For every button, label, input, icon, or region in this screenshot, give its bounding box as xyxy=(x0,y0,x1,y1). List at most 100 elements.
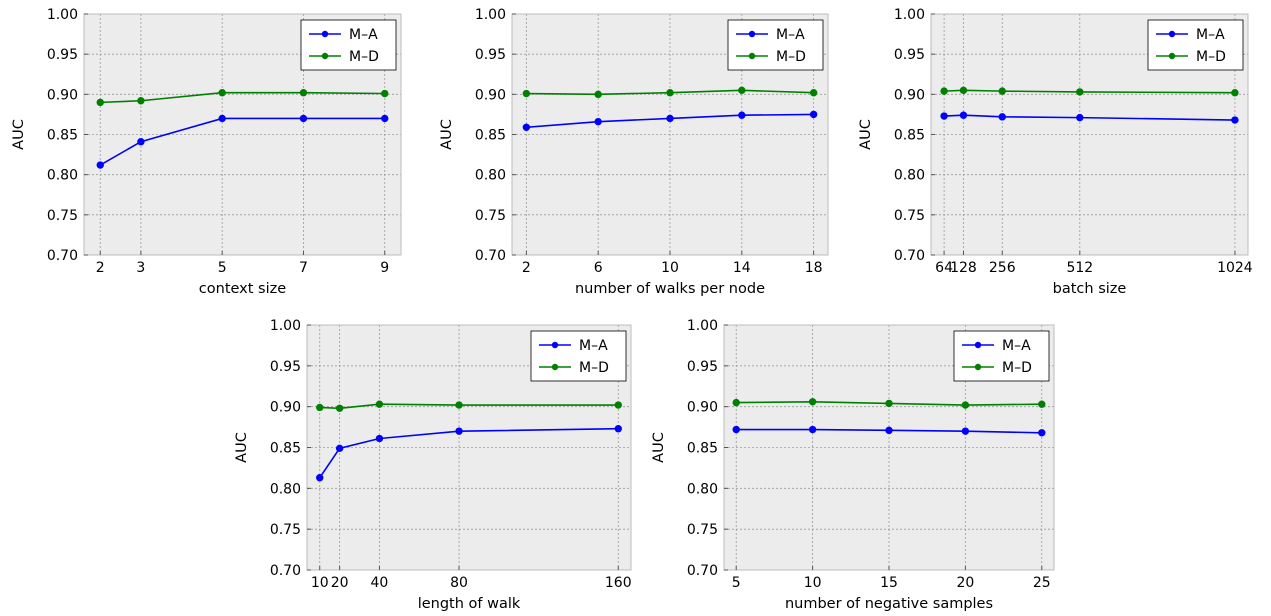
x-tick-label: 40 xyxy=(371,575,389,591)
y-tick-label: 0.75 xyxy=(475,208,506,224)
y-tick-label: 0.95 xyxy=(270,359,301,375)
data-point-m-d xyxy=(316,403,324,412)
legend-marker xyxy=(321,30,329,38)
y-tick-label: 0.85 xyxy=(270,441,301,457)
legend-label: M–D xyxy=(1002,360,1032,376)
data-point-m-a xyxy=(732,425,740,434)
data-point-m-a xyxy=(1038,429,1046,437)
x-tick-label: 2 xyxy=(522,260,531,276)
data-point-m-d xyxy=(885,399,893,408)
data-point-m-d xyxy=(1231,89,1239,97)
y-tick-label: 0.85 xyxy=(894,128,925,144)
y-tick-label: 0.70 xyxy=(475,248,506,264)
data-point-m-a xyxy=(809,110,818,119)
data-point-m-d xyxy=(96,98,104,107)
data-point-m-d xyxy=(614,401,622,409)
legend-marker xyxy=(974,341,982,349)
x-tick-label: 2 xyxy=(96,260,105,276)
legend-label: M–D xyxy=(579,360,609,376)
legend-label: M–A xyxy=(579,338,608,354)
data-point-m-a xyxy=(381,114,389,123)
data-point-m-d xyxy=(959,86,968,95)
x-tick-label: 256 xyxy=(989,260,1016,276)
data-point-m-a xyxy=(959,111,968,119)
x-tick-label: 15 xyxy=(880,575,898,591)
x-axis-label: batch size xyxy=(1053,281,1127,297)
x-tick-label: 64 xyxy=(935,260,953,276)
y-tick-label: 0.80 xyxy=(270,481,301,497)
legend-marker xyxy=(974,363,982,371)
data-point-m-a xyxy=(218,114,226,123)
x-tick-label: 20 xyxy=(331,575,349,591)
data-point-m-a xyxy=(316,474,324,482)
data-point-m-a xyxy=(808,425,817,434)
y-axis-label: AUC xyxy=(858,119,874,150)
data-point-m-a xyxy=(614,425,622,433)
y-tick-label: 0.70 xyxy=(687,563,718,579)
data-point-m-d xyxy=(522,89,531,98)
x-axis-label: length of walk xyxy=(418,596,521,612)
y-tick-label: 1.00 xyxy=(270,318,301,334)
x-tick-label: 25 xyxy=(1033,575,1051,591)
data-point-m-a xyxy=(335,444,344,453)
x-tick-label: 10 xyxy=(804,575,822,591)
data-point-m-d xyxy=(137,97,145,105)
chart-panel-5: 0.70 0.75 0.80 0.85 0.90 0.95 1.00 5 10 15 20 25 num… xyxy=(651,318,1055,612)
data-point-m-a xyxy=(1231,116,1239,124)
data-point-m-d xyxy=(808,398,817,406)
y-tick-label: 0.90 xyxy=(270,400,301,416)
y-tick-label: 0.90 xyxy=(475,87,506,103)
y-tick-label: 0.95 xyxy=(475,47,506,63)
y-tick-label: 0.95 xyxy=(47,47,78,63)
x-tick-label: 20 xyxy=(956,575,974,591)
legend-box xyxy=(953,330,1050,382)
data-point-m-a xyxy=(96,161,104,169)
data-point-m-a xyxy=(998,113,1006,121)
data-point-m-d xyxy=(998,87,1006,95)
y-tick-label: 1.00 xyxy=(475,7,506,23)
x-tick-label: 14 xyxy=(733,260,751,276)
x-tick-label: 10 xyxy=(661,260,679,276)
chart-panel-4: 0.70 0.75 0.80 0.85 0.90 0.95 1.00 10 20 40 80 160 l… xyxy=(234,318,632,612)
data-point-m-a xyxy=(594,117,602,126)
y-tick-label: 0.95 xyxy=(687,359,718,375)
x-tick-label: 10 xyxy=(311,575,329,591)
y-axis-label: AUC xyxy=(439,119,455,150)
data-point-m-d xyxy=(455,401,463,409)
y-tick-label: 0.70 xyxy=(270,563,301,579)
y-axis-label: AUC xyxy=(11,119,27,150)
legend-label: M–A xyxy=(1196,27,1225,43)
y-tick-label: 0.85 xyxy=(475,128,506,144)
legend-marker xyxy=(551,363,559,371)
legend-label: M–D xyxy=(349,49,379,65)
data-point-m-a xyxy=(1076,113,1084,122)
legend-label: M–A xyxy=(349,27,378,43)
data-point-m-d xyxy=(738,86,746,95)
y-axis-label: AUC xyxy=(234,432,250,463)
x-tick-label: 18 xyxy=(805,260,823,276)
data-point-m-d xyxy=(335,404,344,412)
y-tick-label: 0.85 xyxy=(687,441,718,457)
x-tick-label: 80 xyxy=(450,575,468,591)
legend-box xyxy=(300,19,397,71)
x-axis-label: context size xyxy=(199,281,286,297)
y-tick-label: 1.00 xyxy=(894,7,925,23)
legend-marker xyxy=(748,30,756,38)
x-tick-label: 128 xyxy=(950,260,977,276)
data-point-m-a xyxy=(375,434,384,443)
data-point-m-d xyxy=(732,398,740,407)
y-tick-label: 0.75 xyxy=(687,522,718,538)
legend-label: M–D xyxy=(1196,49,1226,65)
x-tick-label: 5 xyxy=(218,260,227,276)
x-tick-label: 3 xyxy=(136,260,145,276)
data-point-m-a xyxy=(137,138,145,146)
data-point-m-a xyxy=(940,112,948,120)
y-tick-label: 0.90 xyxy=(47,87,78,103)
data-point-m-d xyxy=(1076,88,1084,96)
data-point-m-d xyxy=(381,89,389,98)
data-point-m-a xyxy=(885,426,893,435)
y-tick-label: 0.90 xyxy=(687,400,718,416)
y-tick-label: 0.80 xyxy=(894,168,925,184)
y-tick-label: 0.75 xyxy=(47,208,78,224)
data-point-m-a xyxy=(961,427,970,435)
